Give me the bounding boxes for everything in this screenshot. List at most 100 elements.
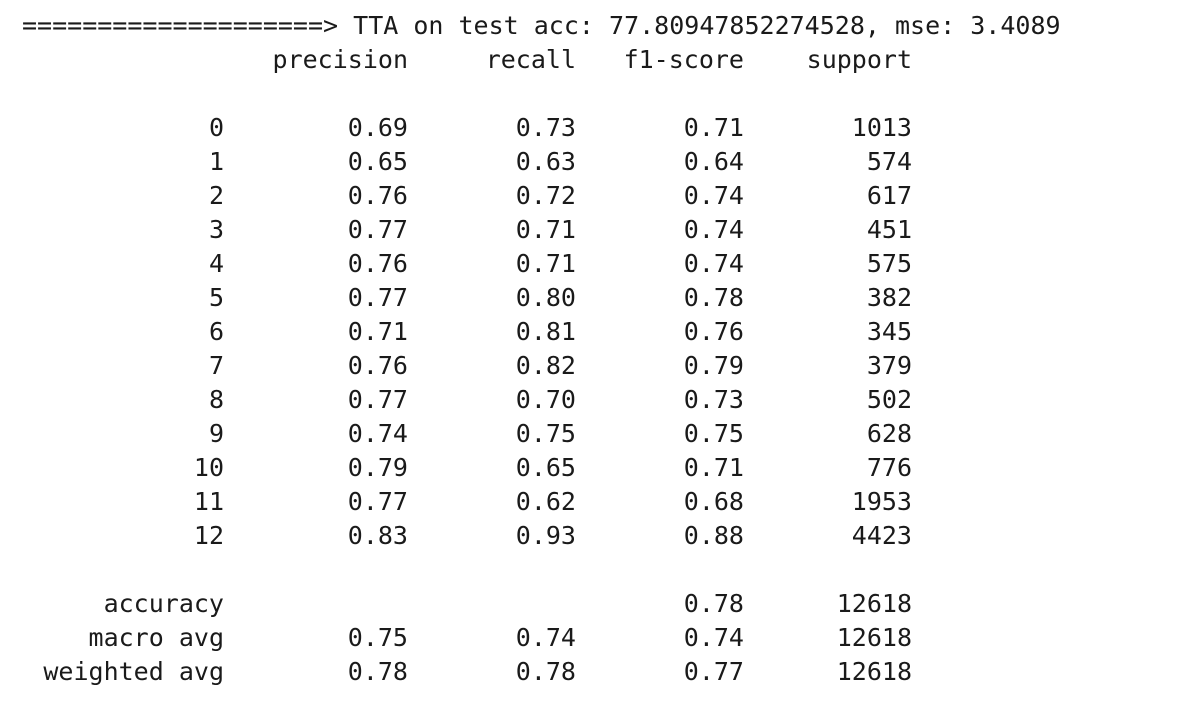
f1-score-value: 0.88 <box>683 521 744 550</box>
recall-value: 0.65 <box>515 453 576 482</box>
row-label: 4 <box>208 249 224 278</box>
column-header-recall: recall <box>485 45 576 74</box>
precision-value: 0.76 <box>347 351 408 380</box>
column-header-f1-score: f1-score <box>623 45 744 74</box>
row-label: 3 <box>208 215 224 244</box>
support-value: 1013 <box>851 113 912 142</box>
row-label: weighted avg <box>43 657 224 686</box>
precision-value: 0.69 <box>347 113 408 142</box>
table-row: 5 0.77 0.80 0.78 382 <box>0 281 1192 315</box>
f1-score-value: 0.78 <box>683 589 744 618</box>
precision-value: 0.77 <box>347 283 408 312</box>
banner-arrow: ====================> <box>22 11 339 40</box>
precision-value: 0.76 <box>347 249 408 278</box>
recall-value: 0.70 <box>515 385 576 414</box>
table-row: 0 0.69 0.73 0.71 1013 <box>0 111 1192 145</box>
row-label: 6 <box>208 317 224 346</box>
support-value: 4423 <box>851 521 912 550</box>
report-header-row: precision recall f1-score support <box>0 43 1192 77</box>
precision-value: 0.77 <box>347 215 408 244</box>
table-row: 8 0.77 0.70 0.73 502 <box>0 383 1192 417</box>
banner-text: TTA on test acc: 77.80947852274528, mse:… <box>353 11 1061 40</box>
support-value: 617 <box>866 181 912 210</box>
recall-value: 0.71 <box>515 215 576 244</box>
table-row: 11 0.77 0.62 0.68 1953 <box>0 485 1192 519</box>
support-value: 776 <box>866 453 912 482</box>
tta-banner: ====================> TTA on test acc: 7… <box>22 9 1192 43</box>
weighted-avg-row: weighted avg 0.78 0.78 0.77 12618 <box>0 655 1192 689</box>
table-row: 9 0.74 0.75 0.75 628 <box>0 417 1192 451</box>
f1-score-value: 0.77 <box>683 657 744 686</box>
precision-value: 0.74 <box>347 419 408 448</box>
row-label: 10 <box>193 453 224 482</box>
accuracy-row: accuracy 0.78 12618 <box>0 587 1192 621</box>
row-label: 9 <box>208 419 224 448</box>
support-value: 502 <box>866 385 912 414</box>
f1-score-value: 0.78 <box>683 283 744 312</box>
table-row: 3 0.77 0.71 0.74 451 <box>0 213 1192 247</box>
row-label: 1 <box>208 147 224 176</box>
f1-score-value: 0.74 <box>683 249 744 278</box>
f1-score-value: 0.76 <box>683 317 744 346</box>
row-label: 7 <box>208 351 224 380</box>
row-label: 2 <box>208 181 224 210</box>
row-label: 8 <box>208 385 224 414</box>
table-row: 2 0.76 0.72 0.74 617 <box>0 179 1192 213</box>
recall-value: 0.82 <box>515 351 576 380</box>
recall-value: 0.74 <box>515 623 576 652</box>
row-label: 11 <box>193 487 224 516</box>
f1-score-value: 0.75 <box>683 419 744 448</box>
support-value: 12618 <box>836 623 912 652</box>
f1-score-value: 0.68 <box>683 487 744 516</box>
table-row: 10 0.79 0.65 0.71 776 <box>0 451 1192 485</box>
support-value: 1953 <box>851 487 912 516</box>
support-value: 451 <box>866 215 912 244</box>
row-label: 0 <box>208 113 224 142</box>
table-row: 6 0.71 0.81 0.76 345 <box>0 315 1192 349</box>
recall-value: 0.72 <box>515 181 576 210</box>
macro-avg-row: macro avg 0.75 0.74 0.74 12618 <box>0 621 1192 655</box>
precision-value: 0.77 <box>347 385 408 414</box>
support-value: 12618 <box>836 657 912 686</box>
f1-score-value: 0.64 <box>683 147 744 176</box>
table-row: 1 0.65 0.63 0.64 574 <box>0 145 1192 179</box>
f1-score-value: 0.74 <box>683 623 744 652</box>
support-value: 574 <box>866 147 912 176</box>
column-header-support: support <box>806 45 912 74</box>
recall-value: 0.75 <box>515 419 576 448</box>
f1-score-value: 0.71 <box>683 453 744 482</box>
precision-value: 0.79 <box>347 453 408 482</box>
precision-value: 0.83 <box>347 521 408 550</box>
row-label: accuracy <box>103 589 224 618</box>
row-label: macro avg <box>88 623 224 652</box>
recall-value: 0.80 <box>515 283 576 312</box>
precision-value: 0.78 <box>347 657 408 686</box>
recall-value: 0.81 <box>515 317 576 346</box>
f1-score-value: 0.74 <box>683 181 744 210</box>
support-value: 345 <box>866 317 912 346</box>
support-value: 575 <box>866 249 912 278</box>
row-label: 12 <box>193 521 224 550</box>
column-header-precision: precision <box>272 45 408 74</box>
row-label: 5 <box>208 283 224 312</box>
table-row: 7 0.76 0.82 0.79 379 <box>0 349 1192 383</box>
precision-value: 0.75 <box>347 623 408 652</box>
recall-value: 0.73 <box>515 113 576 142</box>
support-value: 382 <box>866 283 912 312</box>
table-row: 12 0.83 0.93 0.88 4423 <box>0 519 1192 553</box>
f1-score-value: 0.79 <box>683 351 744 380</box>
recall-value: 0.93 <box>515 521 576 550</box>
support-value: 12618 <box>836 589 912 618</box>
recall-value: 0.63 <box>515 147 576 176</box>
recall-value: 0.78 <box>515 657 576 686</box>
recall-value: 0.71 <box>515 249 576 278</box>
precision-value: 0.77 <box>347 487 408 516</box>
recall-value: 0.62 <box>515 487 576 516</box>
support-value: 628 <box>866 419 912 448</box>
support-value: 379 <box>866 351 912 380</box>
precision-value: 0.65 <box>347 147 408 176</box>
precision-value: 0.76 <box>347 181 408 210</box>
precision-value: 0.71 <box>347 317 408 346</box>
table-row: 4 0.76 0.71 0.74 575 <box>0 247 1192 281</box>
f1-score-value: 0.74 <box>683 215 744 244</box>
